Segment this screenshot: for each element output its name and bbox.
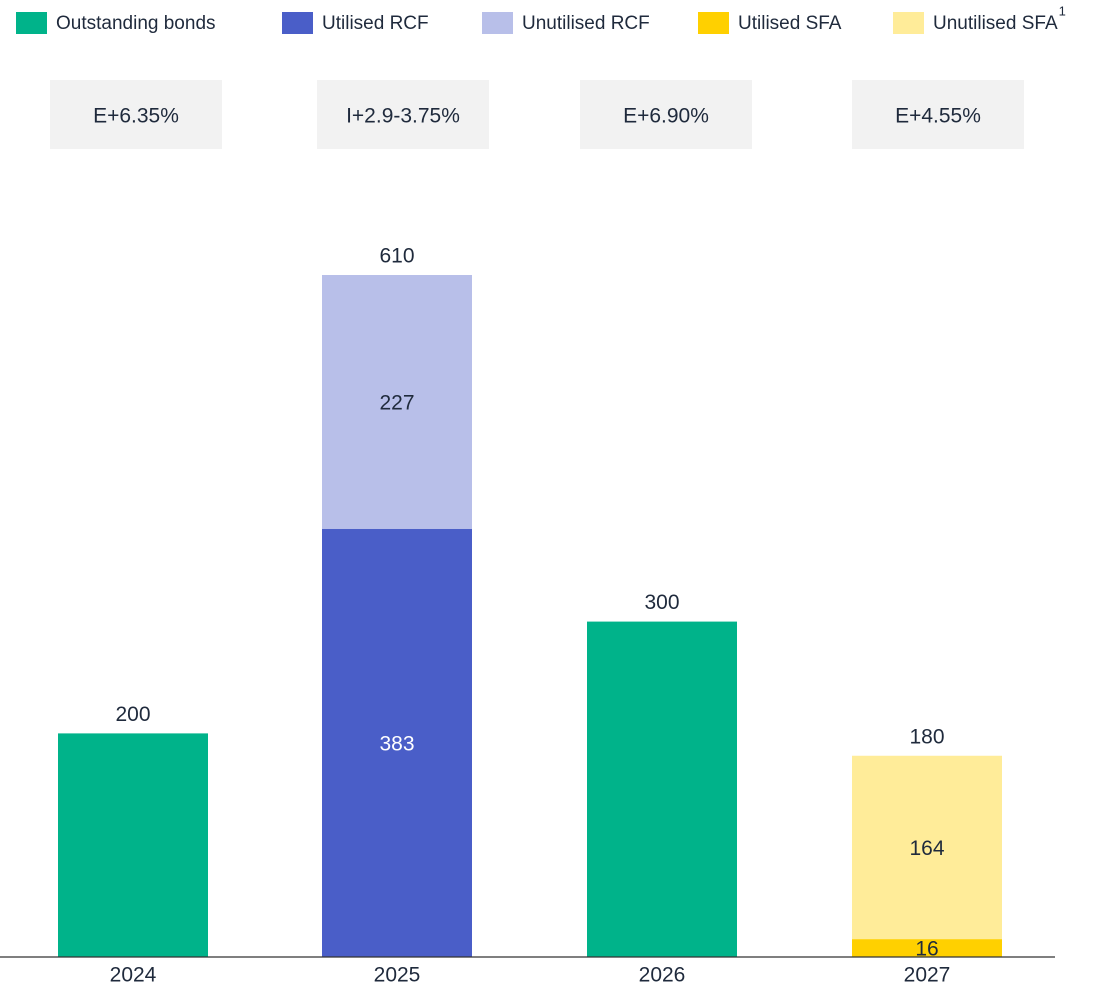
rate-box xyxy=(580,80,752,149)
legend-swatch xyxy=(482,12,513,34)
bar-segment xyxy=(587,621,737,957)
legend-label: Utilised SFA xyxy=(738,13,842,34)
rate-box xyxy=(317,80,489,149)
total-label: 300 xyxy=(644,591,679,614)
bar-segment xyxy=(58,733,208,957)
rate-label: E+6.35% xyxy=(93,105,179,128)
legend-swatch xyxy=(698,12,729,34)
segment-label: 16 xyxy=(915,938,938,961)
legend-label: Unutilised RCF xyxy=(522,13,650,34)
rate-label: E+4.55% xyxy=(895,105,981,128)
segment-label: 164 xyxy=(909,837,944,860)
legend-label: Outstanding bonds xyxy=(56,13,216,34)
rate-label: E+6.90% xyxy=(623,105,709,128)
x-tick-label: 2025 xyxy=(374,964,421,987)
x-tick-label: 2026 xyxy=(639,964,686,987)
legend-swatch xyxy=(16,12,47,34)
bar-segment xyxy=(852,939,1002,957)
total-label: 610 xyxy=(379,245,414,268)
bar-segment xyxy=(852,755,1002,940)
x-tick-label: 2027 xyxy=(904,964,951,987)
total-label: 180 xyxy=(909,725,944,748)
segment-label: 227 xyxy=(379,391,414,414)
total-label: 200 xyxy=(115,703,150,726)
legend-swatch xyxy=(282,12,313,34)
legend-label: Unutilised SFA xyxy=(933,13,1058,34)
rate-box xyxy=(50,80,222,149)
segment-label: 383 xyxy=(379,732,414,755)
legend-label: Utilised RCF xyxy=(322,13,429,34)
x-tick-label: 2024 xyxy=(110,964,157,987)
legend-footnote: 1 xyxy=(1059,3,1066,18)
rate-box xyxy=(852,80,1024,149)
legend-swatch xyxy=(893,12,924,34)
rate-label: I+2.9-3.75% xyxy=(346,105,460,128)
bar-segment xyxy=(322,275,472,529)
bar-segment xyxy=(322,528,472,957)
